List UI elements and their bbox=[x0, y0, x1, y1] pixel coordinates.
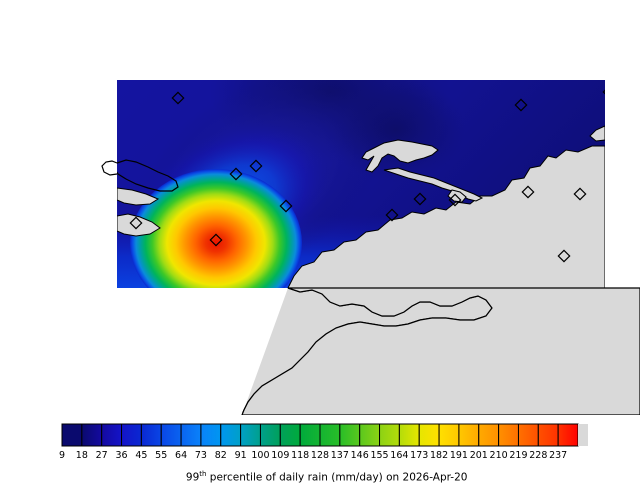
colorbar-tick-label: 137 bbox=[331, 450, 349, 461]
colorbar-cell[interactable] bbox=[359, 423, 381, 447]
colorbar-tick-label: 55 bbox=[155, 450, 167, 461]
colorbar-tick-label: 36 bbox=[115, 450, 127, 461]
colorbar-tick-label: 118 bbox=[291, 450, 309, 461]
colorbar-tick-label: 191 bbox=[450, 450, 468, 461]
colorbar-tick-label: 210 bbox=[490, 450, 508, 461]
colorbar-cell[interactable] bbox=[418, 423, 440, 447]
map-panel bbox=[0, 0, 640, 415]
colorbar-tick-label: 91 bbox=[235, 450, 247, 461]
colorbar-tick-label: 9 bbox=[59, 450, 65, 461]
colorbar-cell[interactable] bbox=[81, 423, 103, 447]
colorbar-tick-labels: 9 18 27 36 45 55 64 73 82 91 100 109 118 128 137 146 155… bbox=[59, 450, 567, 461]
shore-west-wedge bbox=[117, 187, 160, 206]
colorbar-cell[interactable] bbox=[299, 423, 321, 447]
colorbar-cell[interactable] bbox=[557, 423, 579, 447]
shore-west-shelf bbox=[117, 213, 161, 237]
colorbar-panel: 9 18 27 36 45 55 64 73 82 91 100 109 118 128 137 146 155… bbox=[0, 418, 640, 480]
plot-frame-mask bbox=[0, 0, 640, 288]
colorbar-cell[interactable] bbox=[180, 423, 202, 447]
colorbar-cell[interactable] bbox=[101, 423, 123, 447]
colorbar-cell[interactable] bbox=[140, 423, 162, 447]
colorbar-tick-label: 100 bbox=[251, 450, 269, 461]
colorbar-cell[interactable] bbox=[438, 423, 460, 447]
colorbar-caption: 99th percentile of daily rain (mm/day) o… bbox=[0, 458, 640, 496]
colorbar-cell[interactable] bbox=[279, 423, 301, 447]
edge-features bbox=[101, 160, 118, 176]
colorbar-tick-label: 45 bbox=[135, 450, 147, 461]
station-marker[interactable] bbox=[209, 233, 223, 247]
station-marker[interactable] bbox=[448, 193, 462, 207]
colorbar-tick-label: 73 bbox=[195, 450, 207, 461]
colorbar-tick-label: 27 bbox=[96, 450, 108, 461]
station-marker[interactable] bbox=[229, 167, 243, 181]
colorbar-over-swatch bbox=[578, 424, 588, 446]
colorbar-cell[interactable] bbox=[517, 423, 539, 447]
colorbar-cell[interactable] bbox=[537, 423, 559, 447]
colorbar-cell[interactable] bbox=[61, 423, 83, 447]
colorbar-cell[interactable] bbox=[259, 423, 281, 447]
caption-prefix: 99 bbox=[185, 471, 200, 484]
colorbar-cell[interactable] bbox=[498, 423, 519, 447]
colorbar-tick-label: 237 bbox=[549, 450, 567, 461]
land-polygons bbox=[117, 125, 605, 288]
land-northeast-corner bbox=[589, 125, 605, 142]
station-marker[interactable] bbox=[521, 185, 535, 199]
colorbar-tick-label: 109 bbox=[271, 450, 289, 461]
colorbar-cell[interactable] bbox=[121, 423, 142, 447]
colorbar-tick-label: 146 bbox=[351, 450, 369, 461]
mainland-south-final bbox=[241, 287, 640, 415]
mainland-southeast bbox=[287, 145, 605, 288]
station-marker[interactable] bbox=[129, 216, 143, 230]
station-marker[interactable] bbox=[279, 199, 293, 213]
colorbar-tick-label: 182 bbox=[430, 450, 448, 461]
station-marker[interactable] bbox=[249, 159, 263, 173]
station-marker[interactable] bbox=[385, 208, 399, 222]
station-marker[interactable] bbox=[514, 98, 528, 112]
colorbar-cell[interactable] bbox=[220, 423, 242, 447]
colorbar-tick-label: 228 bbox=[529, 450, 547, 461]
colorbar-svg[interactable]: 9 18 27 36 45 55 64 73 82 91 100 109 118 128 137 146 155… bbox=[0, 418, 640, 480]
map-svg bbox=[0, 0, 640, 415]
contour-field bbox=[117, 80, 605, 288]
station-marker[interactable] bbox=[557, 249, 571, 263]
island-outline-west-tip bbox=[101, 160, 118, 176]
peninsula-north bbox=[361, 139, 439, 173]
colorbar-tick-label: 18 bbox=[76, 450, 88, 461]
colorbar-tick-label: 64 bbox=[175, 450, 187, 461]
station-marker[interactable] bbox=[413, 192, 427, 206]
lower-left-whitespace bbox=[0, 287, 640, 415]
colorbar-cell[interactable] bbox=[398, 423, 420, 447]
colorbar-tick-label: 173 bbox=[410, 450, 428, 461]
colorbar-tick-label: 164 bbox=[390, 450, 408, 461]
caption-rest: percentile of daily rain (mm/day) on 202… bbox=[206, 471, 468, 484]
colorbar-tick-label: 128 bbox=[311, 450, 329, 461]
colorbar-tick-label: 219 bbox=[509, 450, 527, 461]
colorbar-cell[interactable] bbox=[160, 423, 182, 447]
colorbar-cell[interactable] bbox=[478, 423, 500, 447]
colorbar-cell[interactable] bbox=[458, 423, 480, 447]
station-marker[interactable] bbox=[573, 187, 587, 201]
colorbar-tick-label: 201 bbox=[470, 450, 488, 461]
station-marker[interactable] bbox=[171, 91, 185, 105]
colorbar-cell[interactable] bbox=[240, 423, 261, 447]
caption-superscript: th bbox=[199, 470, 207, 478]
colorbar-tick-label: 82 bbox=[215, 450, 227, 461]
colorbar-tick-label: 155 bbox=[370, 450, 388, 461]
colorbar-cell[interactable] bbox=[200, 423, 222, 447]
colorbar-cells[interactable] bbox=[61, 423, 588, 447]
weather-map-page: VictoriaWeather.ca —— Summer Total Daily… bbox=[0, 0, 640, 484]
colorbar-cell[interactable] bbox=[379, 423, 400, 447]
island-outline-contour bbox=[117, 159, 179, 192]
colorbar-cell[interactable] bbox=[339, 423, 361, 447]
rainfall-maximum bbox=[130, 169, 302, 288]
colorbar-cell[interactable] bbox=[319, 423, 341, 447]
